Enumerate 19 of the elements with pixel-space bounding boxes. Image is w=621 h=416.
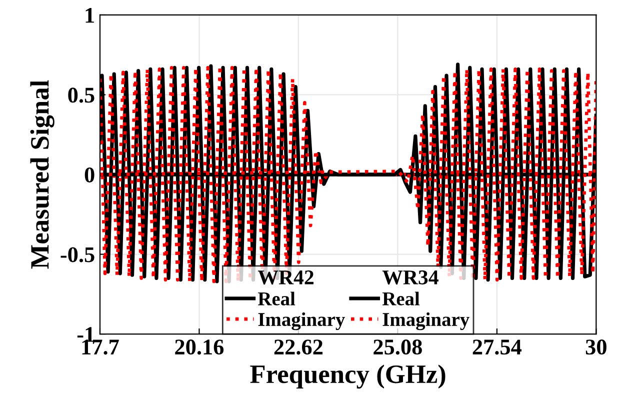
y-tick-label: 0.5: [68, 88, 94, 103]
y-tick-label: -0.5: [60, 247, 94, 262]
legend-label: Imaginary: [258, 312, 345, 330]
y-tick-label: 0: [84, 167, 94, 182]
x-tick-label: 17.7: [82, 340, 119, 355]
x-tick-label: 20.16: [175, 340, 224, 355]
x-axis-title: Frequency (GHz): [250, 364, 446, 389]
y-axis-title: Measured Signal: [30, 80, 54, 269]
y-tick-label: -1: [77, 327, 94, 342]
x-tick-label: 25.08: [374, 340, 422, 355]
legend-label: Real: [258, 292, 296, 306]
x-tick-label: 30: [586, 340, 606, 355]
x-tick-label: 22.62: [274, 340, 322, 355]
annotation: WR42: [258, 270, 314, 285]
legend-label: Imaginary: [382, 312, 470, 330]
y-tick-label: 1: [86, 8, 94, 23]
x-tick-label: 27.54: [472, 340, 522, 355]
annotation: WR34: [382, 270, 438, 285]
legend-label: Real: [382, 292, 420, 306]
